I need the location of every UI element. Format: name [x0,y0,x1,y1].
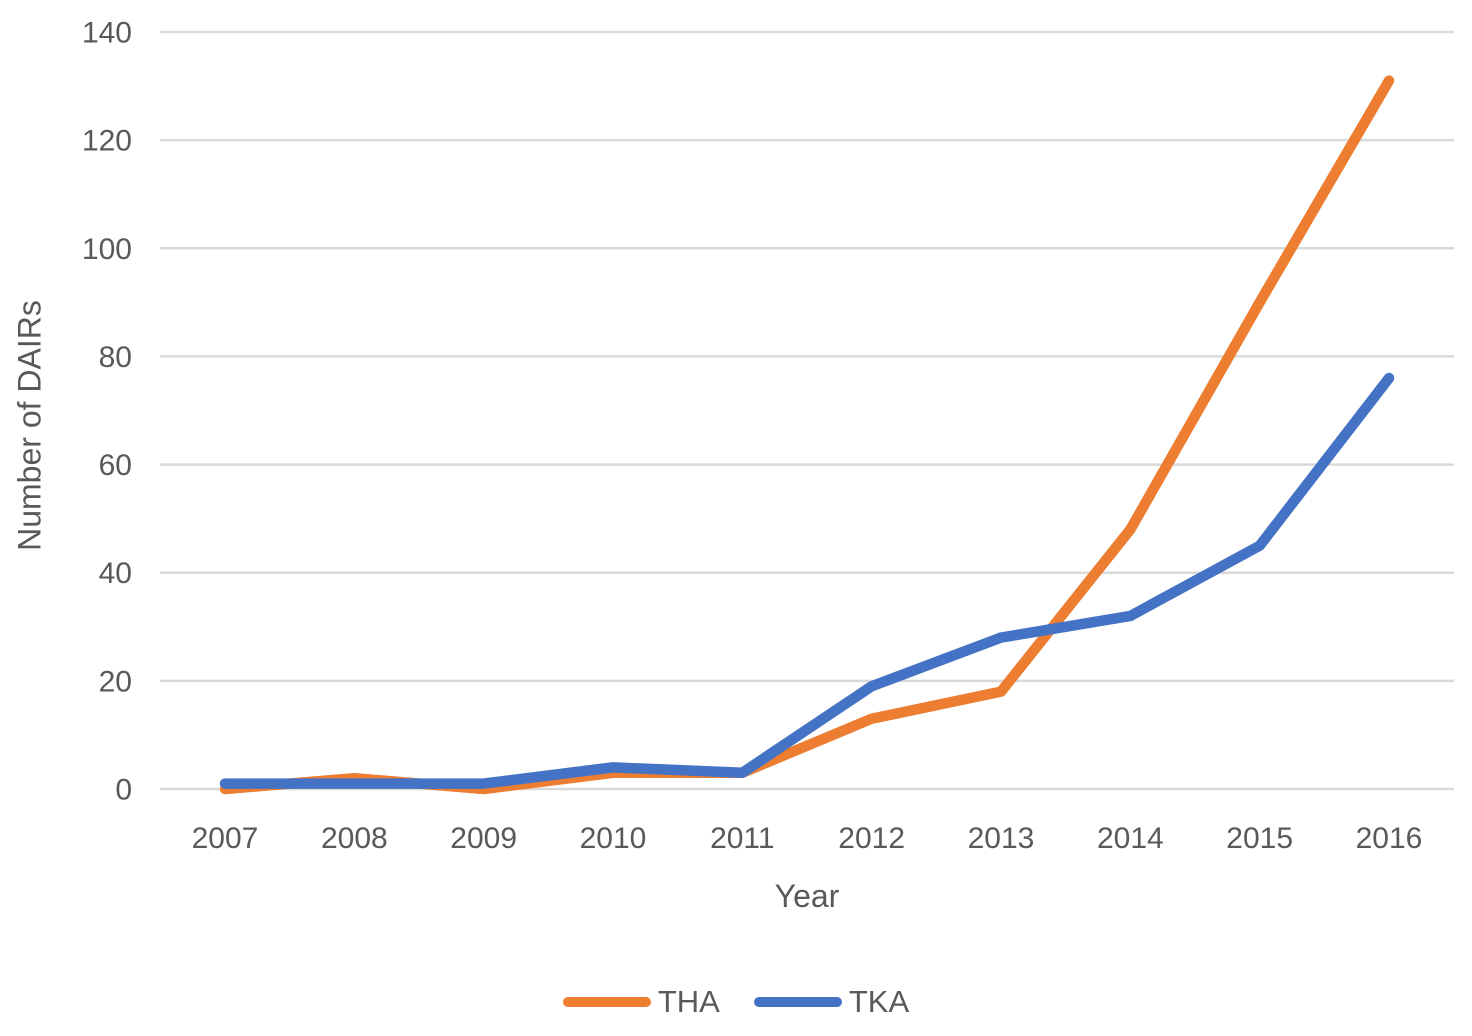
y-tick-label: 120 [82,125,132,158]
x-tick-label: 2014 [1097,822,1164,855]
legend-item-tka: TKA [753,984,910,1019]
y-tick-label: 0 [115,774,132,807]
y-axis-title: Number of DAIRs [11,300,48,551]
x-tick-label: 2011 [710,822,775,855]
legend-swatch-tka [753,996,842,1007]
legend-item-tha: THA [562,984,720,1019]
x-tick-label: 2007 [192,822,259,855]
x-tick-label: 2008 [321,822,388,855]
x-tick-label: 2015 [1226,822,1293,855]
y-tick-label: 80 [99,341,132,374]
y-tick-label: 60 [99,449,132,482]
legend-label-tka: TKA [848,984,910,1019]
series-line-tka [219,372,1395,789]
legend-swatch-tha [562,996,651,1007]
legend-label-tha: THA [657,984,720,1019]
x-tick-label: 2012 [838,822,905,855]
y-tick-label: 140 [82,17,132,50]
x-tick-label: 2009 [450,822,517,855]
x-tick-label: 2016 [1356,822,1423,855]
y-tick-label: 40 [99,557,132,590]
x-axis-title: Year [774,878,840,914]
y-tick-label: 100 [82,233,132,266]
series-line-tha [219,75,1395,795]
x-tick-label: 2010 [580,822,647,855]
x-tick-label: 2013 [968,822,1035,855]
y-tick-label: 20 [99,665,132,698]
legend: THA TKA [0,986,1472,1017]
